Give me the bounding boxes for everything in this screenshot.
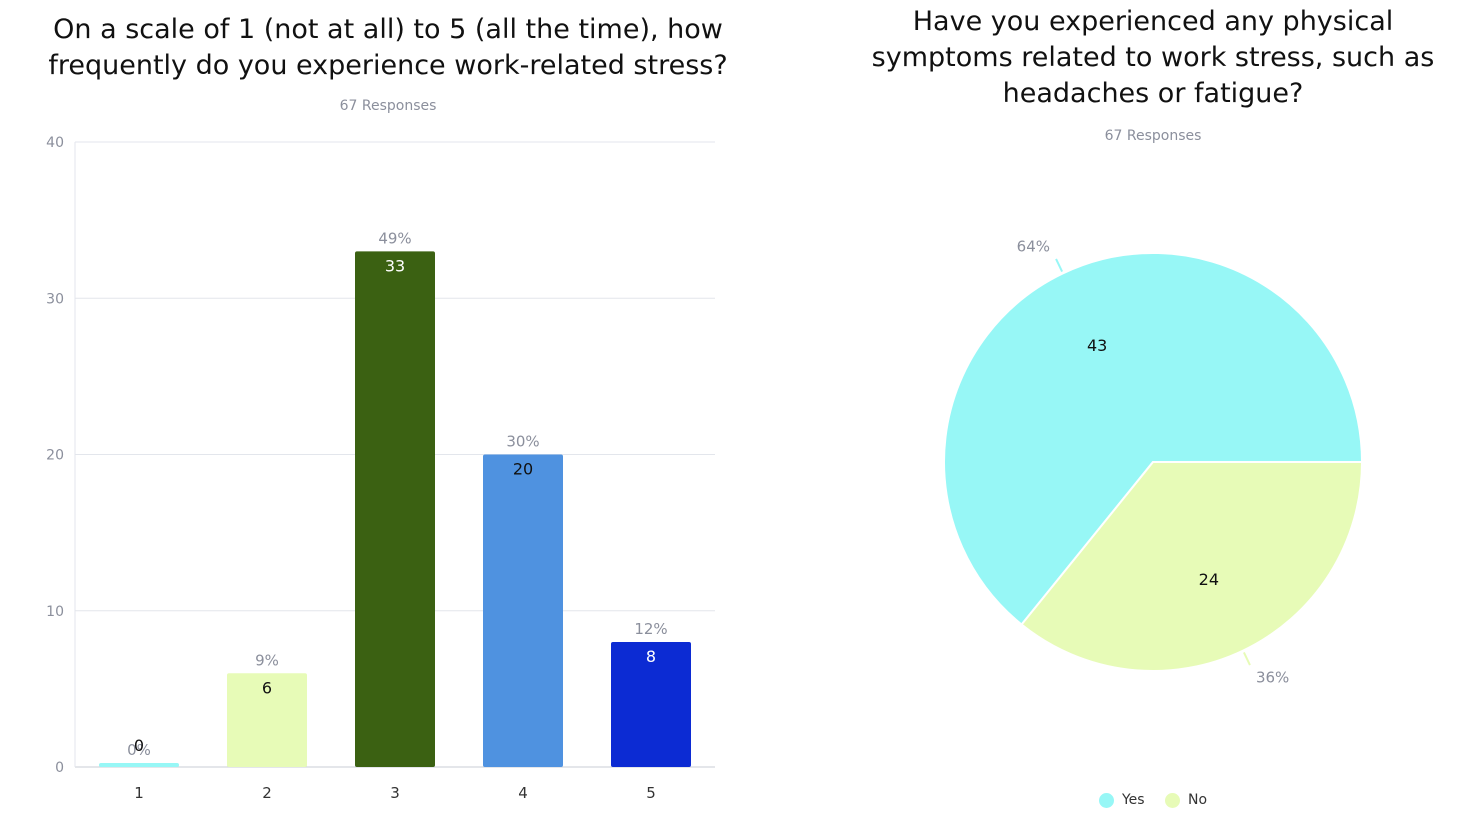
bar-chart-title: On a scale of 1 (not at all) to 5 (all t… [48,14,728,81]
y-tick-label: 40 [46,135,64,151]
x-tick-label: 1 [134,784,144,802]
bar-1 [99,763,179,767]
bar-percent-label: 0% [127,741,151,759]
legend-item-yes[interactable]: Yes [1098,792,1145,808]
bar-value-label: 33 [385,256,405,275]
pie-slice-yes [943,252,1364,626]
legend-label-yes: Yes [1121,792,1145,808]
pie-legend: Yes No [0,792,1478,812]
y-tick-label: 0 [55,760,64,776]
x-tick-label: 4 [518,784,528,802]
x-tick-label: 5 [646,784,656,802]
pie-chart-subtitle: 67 Responses [1104,128,1202,144]
bar-2 [227,673,307,767]
bar-value-label: 20 [513,460,533,479]
bar-value-label: 6 [262,678,272,697]
x-tick-label: 2 [262,784,272,802]
x-tick-label: 3 [390,784,400,802]
pie-leader-line [1055,258,1063,273]
legend-swatch-no [1165,792,1180,808]
pie-percent-label: 64% [1017,237,1050,255]
pie-leader-line [1243,651,1251,666]
y-tick-label: 10 [46,604,64,620]
bar-percent-label: 30% [506,433,539,451]
bar-5 [611,642,691,767]
bar-value-label: 0 [134,736,144,755]
legend-label-no: No [1188,792,1208,808]
pie-value-label: 24 [1199,570,1219,589]
y-tick-label: 20 [46,448,64,464]
y-tick-label: 30 [46,291,64,307]
legend-item-no[interactable]: No [1165,792,1207,808]
bar-percent-label: 12% [634,620,667,638]
legend-swatch-yes [1098,792,1114,808]
bar-4 [483,454,563,767]
bar-value-label: 8 [646,647,656,666]
pie-chart-title: Have you experienced any physical sympto… [871,6,1435,109]
bar-chart-subtitle: 67 Responses [339,98,437,114]
bar-percent-label: 49% [378,229,411,247]
bar-percent-label: 9% [255,651,279,669]
bar-3 [355,251,435,767]
pie-slice-no [1020,461,1364,672]
pie-percent-label: 36% [1256,669,1289,687]
pie-value-label: 43 [1087,336,1107,355]
